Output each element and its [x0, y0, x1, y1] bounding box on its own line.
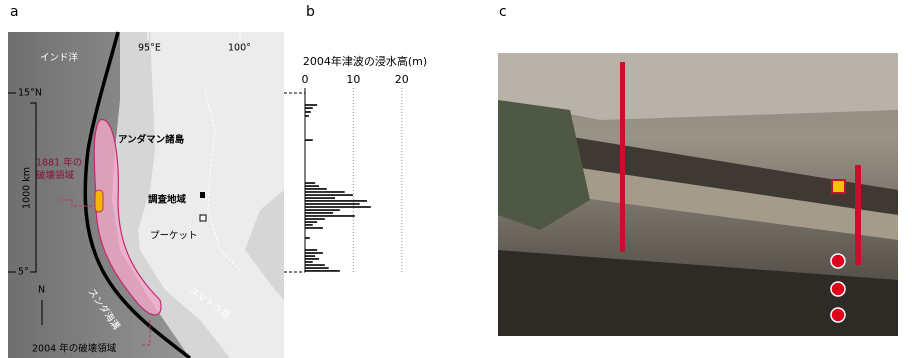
- bar: [305, 227, 323, 229]
- map-label: N: [38, 285, 45, 296]
- map-label: 95°E: [138, 43, 161, 54]
- bar: [305, 212, 333, 214]
- map-label: 2004 年の破壊領域: [32, 343, 117, 355]
- sample-circle: [831, 282, 845, 296]
- bar: [305, 218, 325, 220]
- bar: [305, 200, 367, 202]
- bar: [305, 107, 313, 109]
- map-label: 100°: [228, 43, 251, 54]
- bar: [305, 261, 313, 263]
- chart-title: 2004年津波の浸水高(m): [303, 54, 427, 68]
- pole: [620, 62, 625, 252]
- study-marker: [200, 192, 205, 198]
- map-label: 1881 年の: [36, 157, 82, 169]
- sample-circle: [831, 254, 845, 268]
- bar: [305, 111, 311, 113]
- bar: [305, 255, 315, 257]
- panel-label: c: [499, 4, 507, 20]
- rupture-1881: [95, 190, 103, 212]
- bar: [305, 188, 327, 190]
- bar: [305, 224, 313, 226]
- map: インド洋 95°E 100° 15°N 5° 1000 km N アンダマン諸島…: [8, 32, 284, 358]
- bar: [305, 104, 317, 106]
- sample-circle: [831, 308, 845, 322]
- inundation-chart: 2004年津波の浸水高(m) 0 10 20: [302, 54, 428, 272]
- map-label: プーケット: [150, 231, 198, 242]
- bar: [305, 209, 340, 211]
- x-tick-label: 0: [302, 73, 309, 86]
- bar: [305, 267, 329, 269]
- pole: [855, 165, 861, 265]
- x-tick-label: 10: [346, 73, 360, 86]
- bar: [305, 249, 317, 251]
- map-label: 調査地域: [148, 194, 187, 206]
- map-label: 破壊領域: [36, 170, 75, 182]
- bar: [305, 194, 353, 196]
- bar: [305, 203, 360, 205]
- bar: [305, 264, 325, 266]
- bar: [305, 191, 345, 193]
- panel-label: b: [306, 4, 315, 20]
- bar: [305, 115, 309, 117]
- phuket-marker: [200, 215, 206, 221]
- bar: [305, 206, 371, 208]
- bar: [305, 258, 319, 260]
- bar: [305, 185, 319, 187]
- panel-label: a: [10, 4, 19, 20]
- bar: [305, 237, 310, 239]
- map-label: 5°: [18, 267, 29, 278]
- map-label: インド洋: [40, 52, 79, 64]
- bar: [305, 252, 323, 254]
- map-label: 15°N: [18, 88, 42, 99]
- figure: a b c インド洋 95°E 100° 15°N 5° 1000 km N ア…: [0, 0, 912, 358]
- bar: [305, 221, 317, 223]
- bar: [305, 182, 315, 184]
- bar: [305, 197, 335, 199]
- x-tick-label: 20: [395, 73, 409, 86]
- sample-square: [832, 180, 845, 193]
- bar: [305, 270, 340, 272]
- photo: [498, 53, 898, 336]
- bar: [305, 139, 313, 141]
- bar: [305, 215, 355, 217]
- map-label: アンダマン諸島: [118, 134, 185, 146]
- map-label: 1000 km: [22, 167, 33, 209]
